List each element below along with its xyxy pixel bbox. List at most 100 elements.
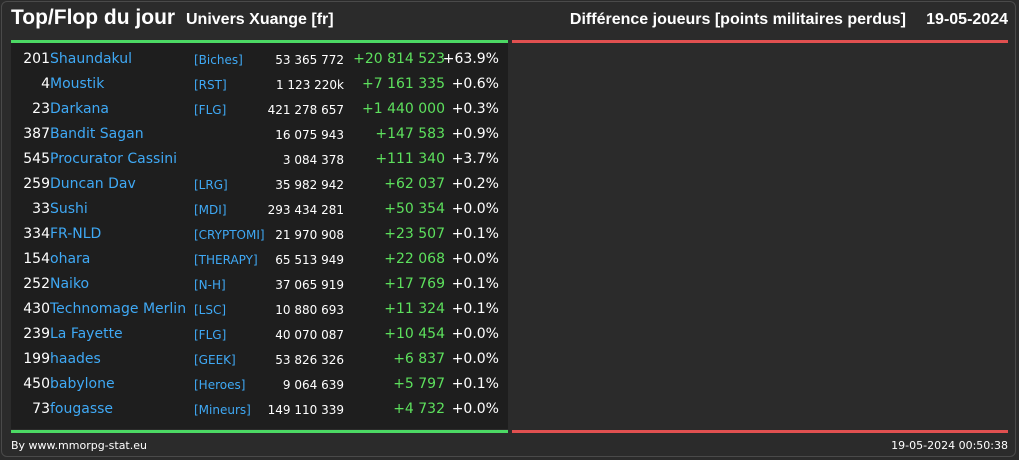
- table-row: 154 ohara [THERAPY] 65 513 949 +22 068 +0.0%: [11, 248, 508, 273]
- percent-change: +0.9%: [451, 126, 499, 142]
- alliance-tag-link[interactable]: [Biches]: [194, 53, 243, 67]
- points-difference: +23 507: [384, 226, 445, 242]
- player-rank: 545: [23, 151, 50, 167]
- player-rank: 73: [32, 401, 50, 417]
- player-name-link[interactable]: Bandit Sagan: [50, 126, 144, 142]
- player-points: 65 513 949: [275, 253, 344, 267]
- table-row: 239 La Fayette [FLG] 40 070 087 +10 454 +0.0%: [11, 323, 508, 348]
- player-rank: 201: [23, 51, 50, 67]
- points-difference: +5 797: [393, 376, 445, 392]
- percent-change: +0.1%: [451, 226, 499, 242]
- alliance-tag-link[interactable]: [FLG]: [194, 328, 227, 342]
- player-rank: 4: [41, 76, 50, 92]
- points-difference: +6 837: [393, 351, 445, 367]
- percent-change: +0.0%: [451, 326, 499, 342]
- points-difference: +147 583: [375, 126, 445, 142]
- table-row: 73 fougasse [Mineurs] 149 110 339 +4 732 +0.0…: [11, 398, 508, 423]
- points-difference: +10 454: [384, 326, 445, 342]
- alliance-tag-link[interactable]: [MDI]: [194, 203, 227, 217]
- alliance-tag-link[interactable]: [N-H]: [194, 278, 226, 292]
- points-difference: +62 037: [384, 176, 445, 192]
- player-name-link[interactable]: fougasse: [50, 401, 114, 417]
- metric-label: Différence joueurs [points militaires pe…: [569, 11, 906, 28]
- player-name-link[interactable]: Sushi: [50, 201, 88, 217]
- player-name-link[interactable]: Procurator Cassini: [50, 151, 177, 167]
- points-difference: +7 161 335: [362, 76, 445, 92]
- alliance-tag-link[interactable]: [GEEK]: [194, 353, 236, 367]
- player-name-link[interactable]: La Fayette: [50, 326, 123, 342]
- player-points: 21 970 908: [275, 228, 344, 242]
- player-points: 40 070 087: [275, 328, 344, 342]
- top-players-panel: 201 Shaundakul [Biches] 53 365 772 +20 814 5…: [11, 43, 508, 429]
- alliance-tag-link[interactable]: [FLG]: [194, 103, 227, 117]
- alliance-tag-link[interactable]: [LSC]: [194, 303, 227, 317]
- percent-change: +0.0%: [451, 351, 499, 367]
- alliance-tag-link[interactable]: [LRG]: [194, 178, 228, 192]
- points-difference: +1 440 000: [362, 101, 445, 117]
- player-name-link[interactable]: Technomage Merlin: [50, 301, 187, 317]
- player-name-link[interactable]: Naiko: [50, 276, 90, 292]
- player-name-link[interactable]: babylone: [50, 376, 115, 392]
- percent-change: +0.1%: [451, 301, 499, 317]
- player-rank: 259: [23, 176, 50, 192]
- player-rank: 334: [23, 226, 50, 242]
- date-label: 19-05-2024: [926, 11, 1008, 28]
- player-rank: 430: [23, 301, 50, 317]
- top-accent-bar: [11, 40, 508, 43]
- player-points: 10 880 693: [275, 303, 344, 317]
- table-row: 450 babylone [Heroes] 9 064 639 +5 797 +0.1%: [11, 373, 508, 398]
- site-credit[interactable]: By www.mmorpg-stat.eu: [11, 439, 147, 452]
- percent-change: +0.2%: [451, 176, 499, 192]
- player-name-link[interactable]: FR-NLD: [50, 226, 102, 242]
- player-points: 9 064 639: [282, 378, 344, 392]
- percent-change: +0.3%: [451, 101, 499, 117]
- generated-timestamp: 19-05-2024 00:50:38: [891, 439, 1008, 452]
- percent-change: +0.6%: [451, 76, 499, 92]
- table-row: 252 Naiko [N-H] 37 065 919 +17 769 +0.1%: [11, 273, 508, 298]
- player-points: 53 365 772: [275, 53, 344, 67]
- player-rank: 387: [23, 126, 50, 142]
- player-name-link[interactable]: Darkana: [50, 101, 110, 117]
- alliance-tag-link[interactable]: [THERAPY]: [194, 253, 258, 267]
- percent-change: +0.1%: [451, 276, 499, 292]
- universe-label: Univers Xuange [fr]: [186, 11, 334, 28]
- table-row: 33 Sushi [MDI] 293 434 281 +50 354 +0.0%: [11, 198, 508, 223]
- alliance-tag-link[interactable]: [Heroes]: [194, 378, 246, 392]
- percent-change: +0.1%: [451, 376, 499, 392]
- table-row: 23 Darkana [FLG] 421 278 657 +1 440 000 +0.3%: [11, 98, 508, 123]
- player-points: 293 434 281: [267, 203, 344, 217]
- alliance-tag-link[interactable]: [Mineurs]: [194, 403, 251, 417]
- points-difference: +11 324: [384, 301, 445, 317]
- player-rank: 154: [23, 251, 50, 267]
- player-points: 149 110 339: [267, 403, 344, 417]
- alliance-tag-link[interactable]: [RST]: [194, 78, 227, 92]
- page-title: Top/Flop du jour: [11, 6, 176, 29]
- table-row: 430 Technomage Merlin [LSC] 10 880 693 +11 3…: [11, 298, 508, 323]
- player-name-link[interactable]: Shaundakul: [50, 51, 132, 67]
- player-name-link[interactable]: Duncan Dav: [50, 176, 136, 192]
- player-points: 53 826 326: [275, 353, 344, 367]
- player-rank: 33: [32, 201, 50, 217]
- player-name-link[interactable]: haades: [50, 351, 101, 367]
- player-points: 16 075 943: [275, 128, 344, 142]
- points-difference: +50 354: [384, 201, 445, 217]
- player-points: 421 278 657: [267, 103, 344, 117]
- flop-players-panel: [512, 43, 1008, 429]
- player-rank: 199: [23, 351, 50, 367]
- player-name-link[interactable]: Moustik: [50, 76, 105, 92]
- points-difference: +111 340: [375, 151, 445, 167]
- flop-accent-bar-bottom: [512, 430, 1008, 433]
- player-points: 1 123 220k: [275, 78, 344, 92]
- table-row: 199 haades [GEEK] 53 826 326 +6 837 +0.0%: [11, 348, 508, 373]
- alliance-tag-link[interactable]: [CRYPTOMI]: [194, 228, 265, 242]
- percent-change: +0.0%: [451, 201, 499, 217]
- percent-change: +0.0%: [451, 251, 499, 267]
- table-row: 259 Duncan Dav [LRG] 35 982 942 +62 037 +0.2%: [11, 173, 508, 198]
- player-points: 3 084 378: [282, 153, 344, 167]
- table-row: 545 Procurator Cassini 3 084 378 +111 340 +3…: [11, 148, 508, 173]
- player-name-link[interactable]: ohara: [50, 251, 91, 267]
- table-row: 201 Shaundakul [Biches] 53 365 772 +20 814 5…: [11, 48, 508, 73]
- points-difference: +20 814 523: [353, 51, 445, 67]
- table-row: 387 Bandit Sagan 16 075 943 +147 583 +0.9%: [11, 123, 508, 148]
- percent-change: +63.9%: [442, 51, 499, 67]
